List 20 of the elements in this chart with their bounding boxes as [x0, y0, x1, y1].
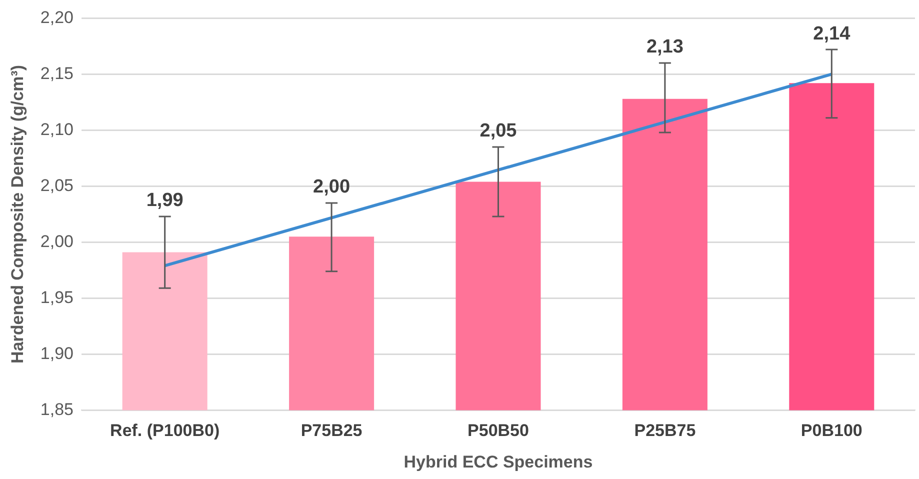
data-label: 2,13: [646, 36, 684, 58]
x-axis-title: Hybrid ECC Specimens: [404, 452, 593, 472]
y-tick-label: 2,00: [40, 232, 74, 251]
data-label: 1,99: [146, 190, 184, 212]
y-tick-label: 2,15: [40, 64, 74, 83]
x-tick-label: Ref. (P100B0): [110, 421, 220, 440]
x-tick-label: P50B50: [468, 421, 529, 440]
data-label: 2,14: [813, 23, 851, 44]
x-tick-label: P75B25: [300, 421, 362, 440]
y-tick-label: 2,20: [40, 8, 74, 27]
y-tick-label: 2,05: [40, 176, 74, 195]
x-tick-label: P0B100: [800, 421, 862, 440]
data-label: 2,00: [313, 176, 350, 198]
y-tick-label: 1,90: [40, 344, 74, 363]
y-axis-title: Hardened Composite Density (g/cm³): [8, 64, 27, 364]
x-tick-label: P25B75: [634, 421, 696, 440]
y-tick-label: 1,95: [40, 288, 74, 307]
data-label: 2,05: [480, 120, 518, 142]
y-tick-label: 2,10: [40, 120, 74, 139]
y-tick-label: 1,85: [40, 400, 74, 419]
